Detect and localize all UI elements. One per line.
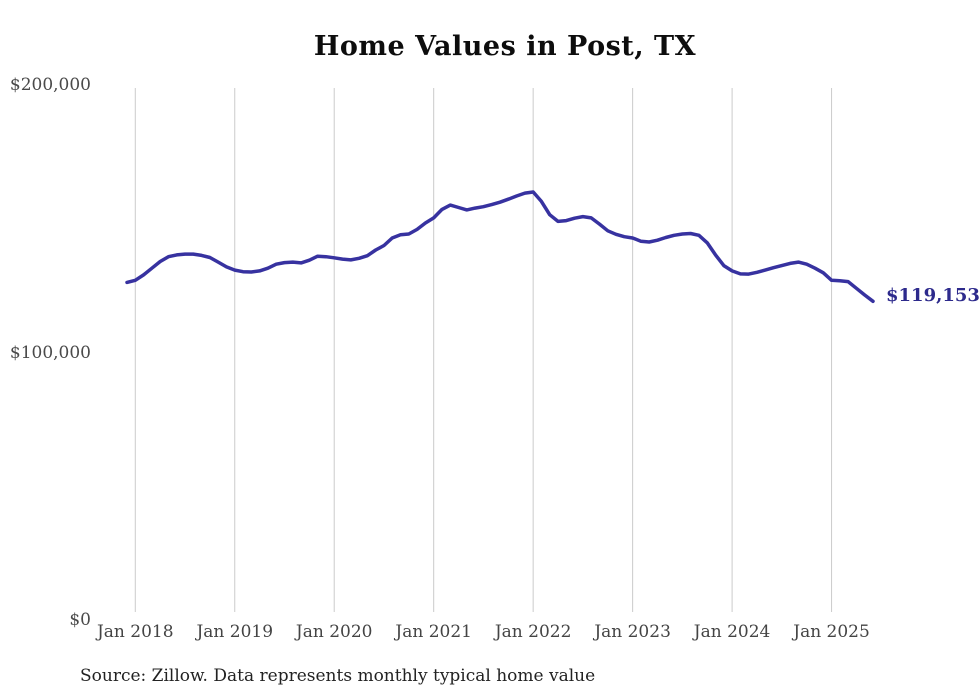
x-axis-tick-label: Jan 2020 (295, 622, 373, 642)
x-axis-tick-label: Jan 2018 (96, 622, 174, 642)
x-axis-tick-label: Jan 2022 (494, 622, 572, 642)
x-axis-tick-label: Jan 2024 (693, 622, 771, 642)
source-note: Source: Zillow. Data represents monthly … (80, 666, 596, 686)
x-axis-tick-label: Jan 2019 (196, 622, 274, 642)
y-axis-tick-label: $200,000 (9, 75, 91, 95)
x-axis-tick-label: Jan 2025 (793, 622, 870, 642)
x-axis-tick-label: Jan 2021 (395, 622, 472, 642)
chart-title: Home Values in Post, TX (313, 31, 697, 62)
home-value-line (125, 190, 875, 304)
y-axis-tick-label: $100,000 (9, 342, 91, 363)
x-axis-tick-label: Jan 2023 (594, 622, 671, 642)
end-value-label: $119,153 (886, 285, 980, 307)
y-axis-tick-label: $0 (69, 610, 91, 630)
